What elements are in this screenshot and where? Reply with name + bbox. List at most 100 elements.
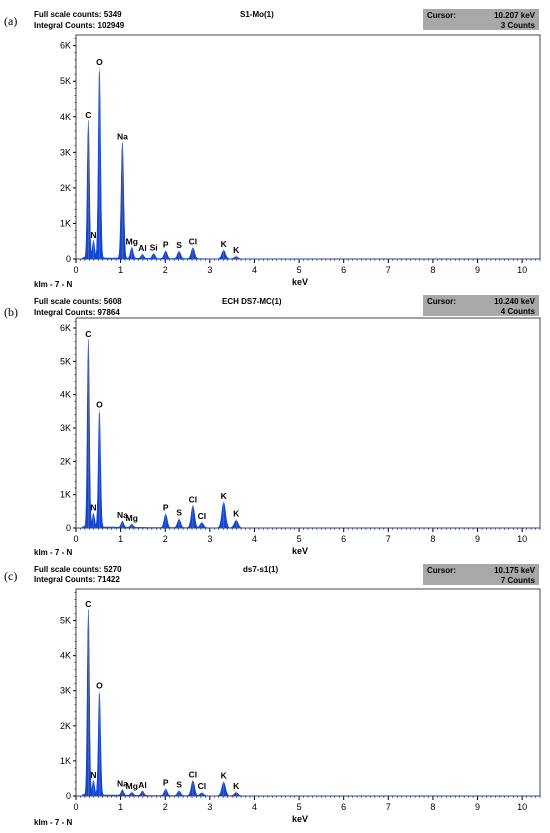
x-tick-label: 6 (341, 802, 346, 812)
y-tick-label: 3K (60, 423, 71, 433)
x-tick-label: 3 (207, 802, 212, 812)
spectrum-title: ds7-s1(1) (243, 565, 279, 574)
x-tick-label: 0 (73, 265, 78, 275)
peak-label: N (90, 230, 96, 240)
peak-label: K (221, 491, 228, 501)
panel-label: (c) (4, 569, 18, 583)
peak-label: P (163, 503, 169, 513)
y-tick-label: 1K (60, 490, 71, 500)
x-tick-label: 10 (517, 265, 527, 275)
peak-label: Na (117, 510, 128, 520)
y-tick-label: 4K (60, 112, 71, 122)
plot-frame (75, 588, 541, 797)
x-axis-label: keV (292, 814, 308, 824)
x-tick-label: 10 (517, 802, 527, 812)
x-tick-label: 8 (430, 265, 435, 275)
y-tick-label: 5K (60, 616, 71, 626)
spectrum-title: ECH DS7-MC(1) (222, 297, 282, 306)
x-tick-label: 0 (73, 802, 78, 812)
peak-label: Na (117, 779, 128, 789)
panel-label: (b) (4, 305, 18, 319)
panel-label: (a) (4, 14, 18, 28)
y-tick-label: 6K (60, 41, 71, 51)
cursor-value: 10.240 keV (494, 297, 535, 306)
peak-label: Mg (126, 236, 138, 246)
footer-label: klm - 7 - N (34, 818, 73, 827)
x-tick-label: 4 (252, 265, 257, 275)
cursor-value: 10.175 keV (494, 566, 535, 575)
peak-label: Cl (189, 236, 198, 246)
plot-frame (75, 317, 541, 529)
x-tick-label: 1 (118, 802, 123, 812)
cursor-label: Cursor: (427, 11, 456, 20)
y-tick-label: 2K (60, 456, 71, 466)
peak-label: O (96, 681, 103, 691)
spectrum-area (76, 339, 540, 529)
x-tick-label: 0 (73, 534, 78, 544)
x-tick-label: 10 (517, 534, 527, 544)
x-tick-label: 3 (207, 265, 212, 275)
y-tick-label: 0 (66, 523, 71, 533)
x-tick-label: 2 (163, 802, 168, 812)
peak-label: Na (117, 131, 128, 141)
peak-label: Cl (189, 494, 198, 504)
peak-label: N (90, 503, 96, 513)
peak-label: Cl (189, 769, 198, 779)
y-tick-label: 2K (60, 183, 71, 193)
x-tick-label: 6 (341, 265, 346, 275)
peak-label: S (176, 240, 182, 250)
y-tick-label: 4K (60, 390, 71, 400)
peak-label: N (90, 770, 96, 780)
integral-counts: Integral Counts: 97864 (34, 308, 120, 317)
cursor-label: Cursor: (427, 566, 456, 575)
peak-label: S (176, 508, 182, 518)
y-tick-label: 5K (60, 356, 71, 366)
y-tick-label: 4K (60, 651, 71, 661)
x-tick-label: 9 (475, 802, 480, 812)
peak-label: O (96, 399, 103, 409)
peak-label: S (176, 779, 182, 789)
peak-label: Cl (198, 781, 207, 791)
cursor-counts: 3 Counts (500, 21, 535, 30)
integral-counts: Integral Counts: 102949 (34, 21, 125, 30)
cursor-counts: 7 Counts (500, 576, 535, 585)
x-tick-label: 1 (118, 534, 123, 544)
x-tick-label: 2 (163, 534, 168, 544)
x-tick-label: 2 (163, 265, 168, 275)
peak-label: K (233, 781, 240, 791)
x-tick-label: 8 (430, 534, 435, 544)
cursor-label: Cursor: (427, 297, 456, 306)
x-tick-label: 3 (207, 534, 212, 544)
peak-label: P (163, 778, 169, 788)
full-scale-counts: Full scale counts: 5608 (34, 297, 122, 306)
peak-label: C (85, 329, 91, 339)
x-tick-label: 7 (386, 802, 391, 812)
peak-label: Al (138, 780, 147, 790)
peak-label: C (85, 110, 91, 120)
x-tick-label: 7 (386, 534, 391, 544)
cursor-counts: 4 Counts (500, 307, 535, 316)
y-tick-label: 2K (60, 721, 71, 731)
peak-label: P (163, 240, 169, 250)
x-tick-label: 9 (475, 265, 480, 275)
full-scale-counts: Full scale counts: 5270 (34, 565, 122, 574)
spectrum-title: S1-Mo(1) (240, 10, 274, 19)
peak-label: Si (150, 242, 158, 252)
x-tick-label: 4 (252, 802, 257, 812)
peak-label: Cl (198, 511, 207, 521)
x-tick-label: 7 (386, 265, 391, 275)
spectrum-panel-b: (b) Full scale counts: 5608 Integral Cou… (0, 292, 550, 562)
cursor-value: 10.207 keV (494, 11, 535, 20)
spectrum-panel-c: (c) Full scale counts: 5270 Integral Cou… (0, 560, 550, 833)
x-tick-label: 6 (341, 534, 346, 544)
full-scale-counts: Full scale counts: 5349 (34, 10, 122, 19)
footer-label: klm - 7 - N (34, 280, 73, 289)
peak-label: O (96, 57, 103, 67)
x-axis-label: keV (292, 546, 308, 556)
x-tick-label: 1 (118, 265, 123, 275)
footer-label: klm - 7 - N (34, 548, 73, 557)
x-tick-label: 5 (297, 265, 302, 275)
